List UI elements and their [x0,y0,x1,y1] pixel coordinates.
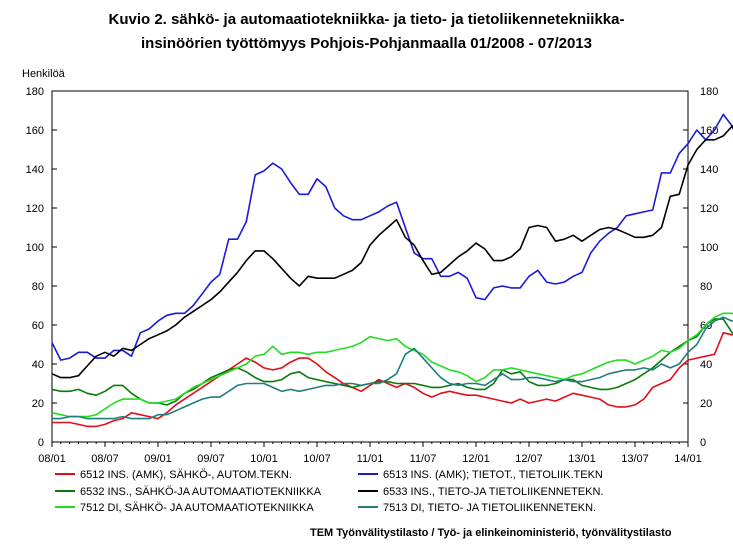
y-tick-label-right: 120 [700,203,718,215]
y-tick-label-left: 40 [32,359,44,371]
y-tick-label-left: 100 [26,242,44,254]
y-tick-label-right: 20 [700,398,712,410]
series-line-4 [51,125,733,379]
y-tick-label-right: 140 [700,164,718,176]
plot-frame [51,90,689,443]
x-tick-label: 11/01 [357,453,384,465]
y-axis-label: Henkilöä [22,68,66,80]
source-note: TEM Työnvälitystilasto / Työ- ja elinkei… [310,527,672,539]
legend-label-5: 7512 DI, SÄHKÖ- JA AUTOMAATIOTEKNIIKKA [80,502,314,514]
series-line-2 [51,113,733,361]
x-tick-label: 09/01 [144,453,172,465]
x-tick-label: 11/07 [410,453,437,465]
x-tick-label: 12/01 [462,453,490,465]
legend-label-4: 6533 INS., TIETO-JA TIETOLIIKENNETEKN. [383,486,603,498]
x-tick-label: 09/07 [197,453,225,465]
y-tick-label-right: 0 [700,437,706,449]
y-tick-label-left: 20 [32,398,44,410]
series-line-6 [52,316,733,420]
legend-label-1: 6512 INS. (AMK), SÄHKÖ-, AUTOM.TEKN. [80,469,292,481]
x-tick-label: 10/07 [303,453,331,465]
x-tick-label: 14/01 [674,453,702,465]
y-tick-label-right: 180 [700,86,718,98]
y-tick-label-right: 80 [700,281,712,293]
series-line-5 [51,312,733,418]
y-tick-label-left: 160 [26,125,44,137]
x-tick-label: 08/07 [91,453,119,465]
x-tick-label: 10/01 [250,453,278,465]
y-tick-label-left: 80 [32,281,44,293]
y-tick-label-right: 40 [700,359,712,371]
x-tick-label: 12/07 [515,453,543,465]
x-tick-label: 13/01 [568,453,596,465]
y-tick-label-left: 120 [26,203,44,215]
y-tick-label-right: 100 [700,242,718,254]
y-tick-label-left: 180 [26,86,44,98]
legend: 6512 INS. (AMK), SÄHKÖ-, AUTOM.TEKN. 6513… [55,469,603,514]
legend-label-2: 6513 INS. (AMK); TIETOT., TIETOLIIK.TEKN [383,469,603,481]
y-tick-label-left: 0 [38,437,44,449]
y-tick-label-left: 140 [26,164,44,176]
series-line-1 [52,331,733,428]
y-tick-label-left: 60 [32,320,44,332]
chart-title-line2: insinöörien työttömyys Pohjois-Pohjanmaa… [141,35,592,52]
series-lines [51,113,733,428]
y-tick-label-right: 160 [700,125,718,137]
legend-label-6: 7513 DI, TIETO- JA TIETOLIIKENNETEKN. [383,502,596,514]
chart-title-line1: Kuvio 2. sähkö- ja automaatiotekniikka- … [108,11,625,28]
legend-label-3: 6532 INS., SÄHKÖ-JA AUTOMAATIOTEKNIIKKA [80,486,322,498]
x-tick-label: 13/07 [621,453,649,465]
x-tick-label: 08/01 [38,453,66,465]
